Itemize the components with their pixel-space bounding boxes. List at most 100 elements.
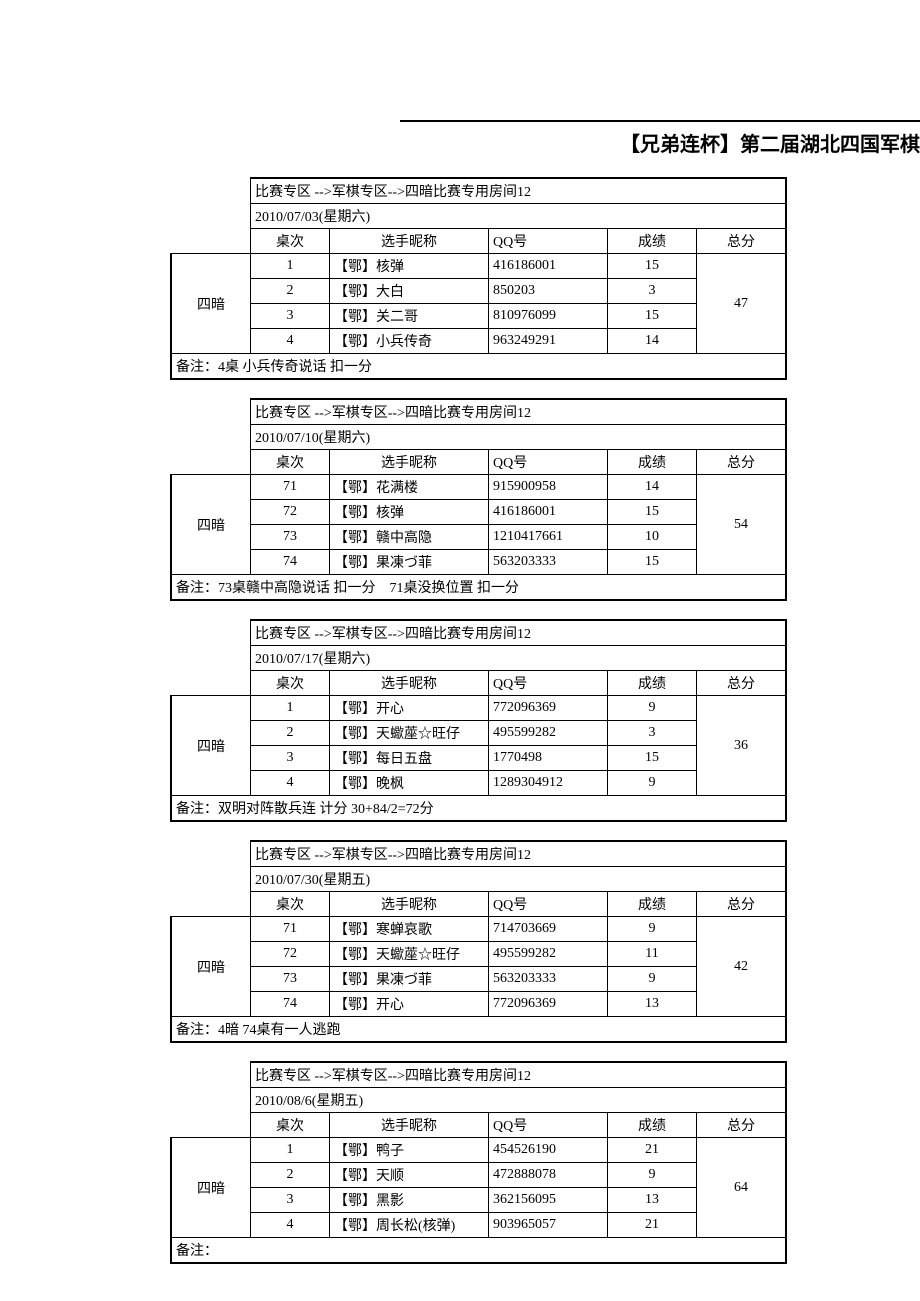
qq-cell: 915900958 — [489, 475, 608, 500]
score-cell: 15 — [608, 746, 697, 771]
header-qq: QQ号 — [489, 1113, 608, 1138]
seat-cell: 3 — [251, 746, 330, 771]
seat-cell: 3 — [251, 1188, 330, 1213]
score-cell: 13 — [608, 992, 697, 1017]
table-row: 74【鄂】开心77209636913 — [171, 992, 786, 1017]
table-row: 4【鄂】晚枫12893049129 — [171, 771, 786, 796]
header-score: 成绩 — [608, 450, 697, 475]
spacer-cell — [171, 867, 251, 892]
blocks-container: 比赛专区 -->军棋专区-->四暗比赛专用房间122010/07/03(星期六)… — [170, 177, 920, 1264]
player-name-cell: 【鄂】每日五盘 — [330, 746, 489, 771]
mode-cell: 四暗 — [171, 254, 251, 354]
match-block: 比赛专区 -->军棋专区-->四暗比赛专用房间122010/07/17(星期六)… — [170, 619, 920, 822]
player-name-cell: 【鄂】核弹 — [330, 500, 489, 525]
player-name-cell: 【鄂】花满楼 — [330, 475, 489, 500]
player-name-cell: 【鄂】黑影 — [330, 1188, 489, 1213]
mode-cell: 四暗 — [171, 1138, 251, 1238]
qq-cell: 903965057 — [489, 1213, 608, 1238]
score-cell: 3 — [608, 279, 697, 304]
seat-cell: 1 — [251, 1138, 330, 1163]
total-cell: 64 — [697, 1138, 787, 1238]
table-row: 四暗1【鄂】核弹4161860011547 — [171, 254, 786, 279]
qq-cell: 495599282 — [489, 942, 608, 967]
spacer-cell — [171, 1062, 251, 1088]
score-cell: 9 — [608, 917, 697, 942]
qq-cell: 963249291 — [489, 329, 608, 354]
note-cell: 备注：4暗 74桌有一人逃跑 — [171, 1017, 786, 1043]
player-name-cell: 【鄂】开心 — [330, 992, 489, 1017]
header-score: 成绩 — [608, 1113, 697, 1138]
qq-cell: 1770498 — [489, 746, 608, 771]
date-cell: 2010/07/10(星期六) — [251, 425, 787, 450]
table-row: 3【鄂】关二哥81097609915 — [171, 304, 786, 329]
qq-cell: 362156095 — [489, 1188, 608, 1213]
header-score: 成绩 — [608, 229, 697, 254]
player-name-cell: 【鄂】果凍づ菲 — [330, 550, 489, 575]
header-seat: 桌次 — [251, 671, 330, 696]
spacer-cell — [171, 229, 251, 254]
score-cell: 9 — [608, 696, 697, 721]
table-row: 四暗71【鄂】寒蝉哀歌714703669942 — [171, 917, 786, 942]
qq-cell: 714703669 — [489, 917, 608, 942]
spacer-cell — [171, 841, 251, 867]
spacer-cell — [171, 646, 251, 671]
spacer-cell — [171, 671, 251, 696]
qq-cell: 454526190 — [489, 1138, 608, 1163]
header-total: 总分 — [697, 450, 787, 475]
date-cell: 2010/08/6(星期五) — [251, 1088, 787, 1113]
seat-cell: 2 — [251, 279, 330, 304]
player-name-cell: 【鄂】开心 — [330, 696, 489, 721]
seat-cell: 4 — [251, 771, 330, 796]
total-cell: 36 — [697, 696, 787, 796]
header-seat: 桌次 — [251, 1113, 330, 1138]
mode-cell: 四暗 — [171, 917, 251, 1017]
date-cell: 2010/07/17(星期六) — [251, 646, 787, 671]
player-name-cell: 【鄂】天顺 — [330, 1163, 489, 1188]
header-name: 选手昵称 — [330, 671, 489, 696]
seat-cell: 73 — [251, 967, 330, 992]
header-score: 成绩 — [608, 892, 697, 917]
total-cell: 42 — [697, 917, 787, 1017]
header-total: 总分 — [697, 1113, 787, 1138]
seat-cell: 71 — [251, 917, 330, 942]
score-cell: 9 — [608, 967, 697, 992]
score-cell: 15 — [608, 304, 697, 329]
table-row: 3【鄂】黑影36215609513 — [171, 1188, 786, 1213]
total-cell: 47 — [697, 254, 787, 354]
qq-cell: 472888078 — [489, 1163, 608, 1188]
player-name-cell: 【鄂】天蠍蓙☆旺仔 — [330, 942, 489, 967]
date-cell: 2010/07/03(星期六) — [251, 204, 787, 229]
player-name-cell: 【鄂】核弹 — [330, 254, 489, 279]
qq-cell: 1289304912 — [489, 771, 608, 796]
table-row: 2【鄂】大白8502033 — [171, 279, 786, 304]
qq-cell: 416186001 — [489, 254, 608, 279]
table-row: 2【鄂】天蠍蓙☆旺仔4955992823 — [171, 721, 786, 746]
page-title: 【兄弟连杯】第二届湖北四国军棋联赛 — [400, 120, 920, 157]
header-total: 总分 — [697, 229, 787, 254]
spacer-cell — [171, 178, 251, 204]
mode-cell: 四暗 — [171, 475, 251, 575]
header-seat: 桌次 — [251, 450, 330, 475]
spacer-cell — [171, 1113, 251, 1138]
seat-cell: 71 — [251, 475, 330, 500]
seat-cell: 1 — [251, 254, 330, 279]
match-block: 比赛专区 -->军棋专区-->四暗比赛专用房间122010/07/10(星期六)… — [170, 398, 920, 601]
score-cell: 15 — [608, 254, 697, 279]
table-row: 2【鄂】天顺4728880789 — [171, 1163, 786, 1188]
match-table: 比赛专区 -->军棋专区-->四暗比赛专用房间122010/08/6(星期五)桌… — [170, 1061, 787, 1264]
header-name: 选手昵称 — [330, 229, 489, 254]
spacer-cell — [171, 425, 251, 450]
player-name-cell: 【鄂】果凍づ菲 — [330, 967, 489, 992]
note-cell: 备注： — [171, 1238, 786, 1264]
player-name-cell: 【鄂】周长松(核弹) — [330, 1213, 489, 1238]
match-block: 比赛专区 -->军棋专区-->四暗比赛专用房间122010/07/30(星期五)… — [170, 840, 920, 1043]
score-cell: 10 — [608, 525, 697, 550]
note-cell: 备注：4桌 小兵传奇说话 扣一分 — [171, 354, 786, 380]
table-row: 四暗1【鄂】开心772096369936 — [171, 696, 786, 721]
header-score: 成绩 — [608, 671, 697, 696]
match-table: 比赛专区 -->军棋专区-->四暗比赛专用房间122010/07/03(星期六)… — [170, 177, 787, 380]
player-name-cell: 【鄂】寒蝉哀歌 — [330, 917, 489, 942]
qq-cell: 416186001 — [489, 500, 608, 525]
seat-cell: 74 — [251, 550, 330, 575]
score-cell: 9 — [608, 1163, 697, 1188]
